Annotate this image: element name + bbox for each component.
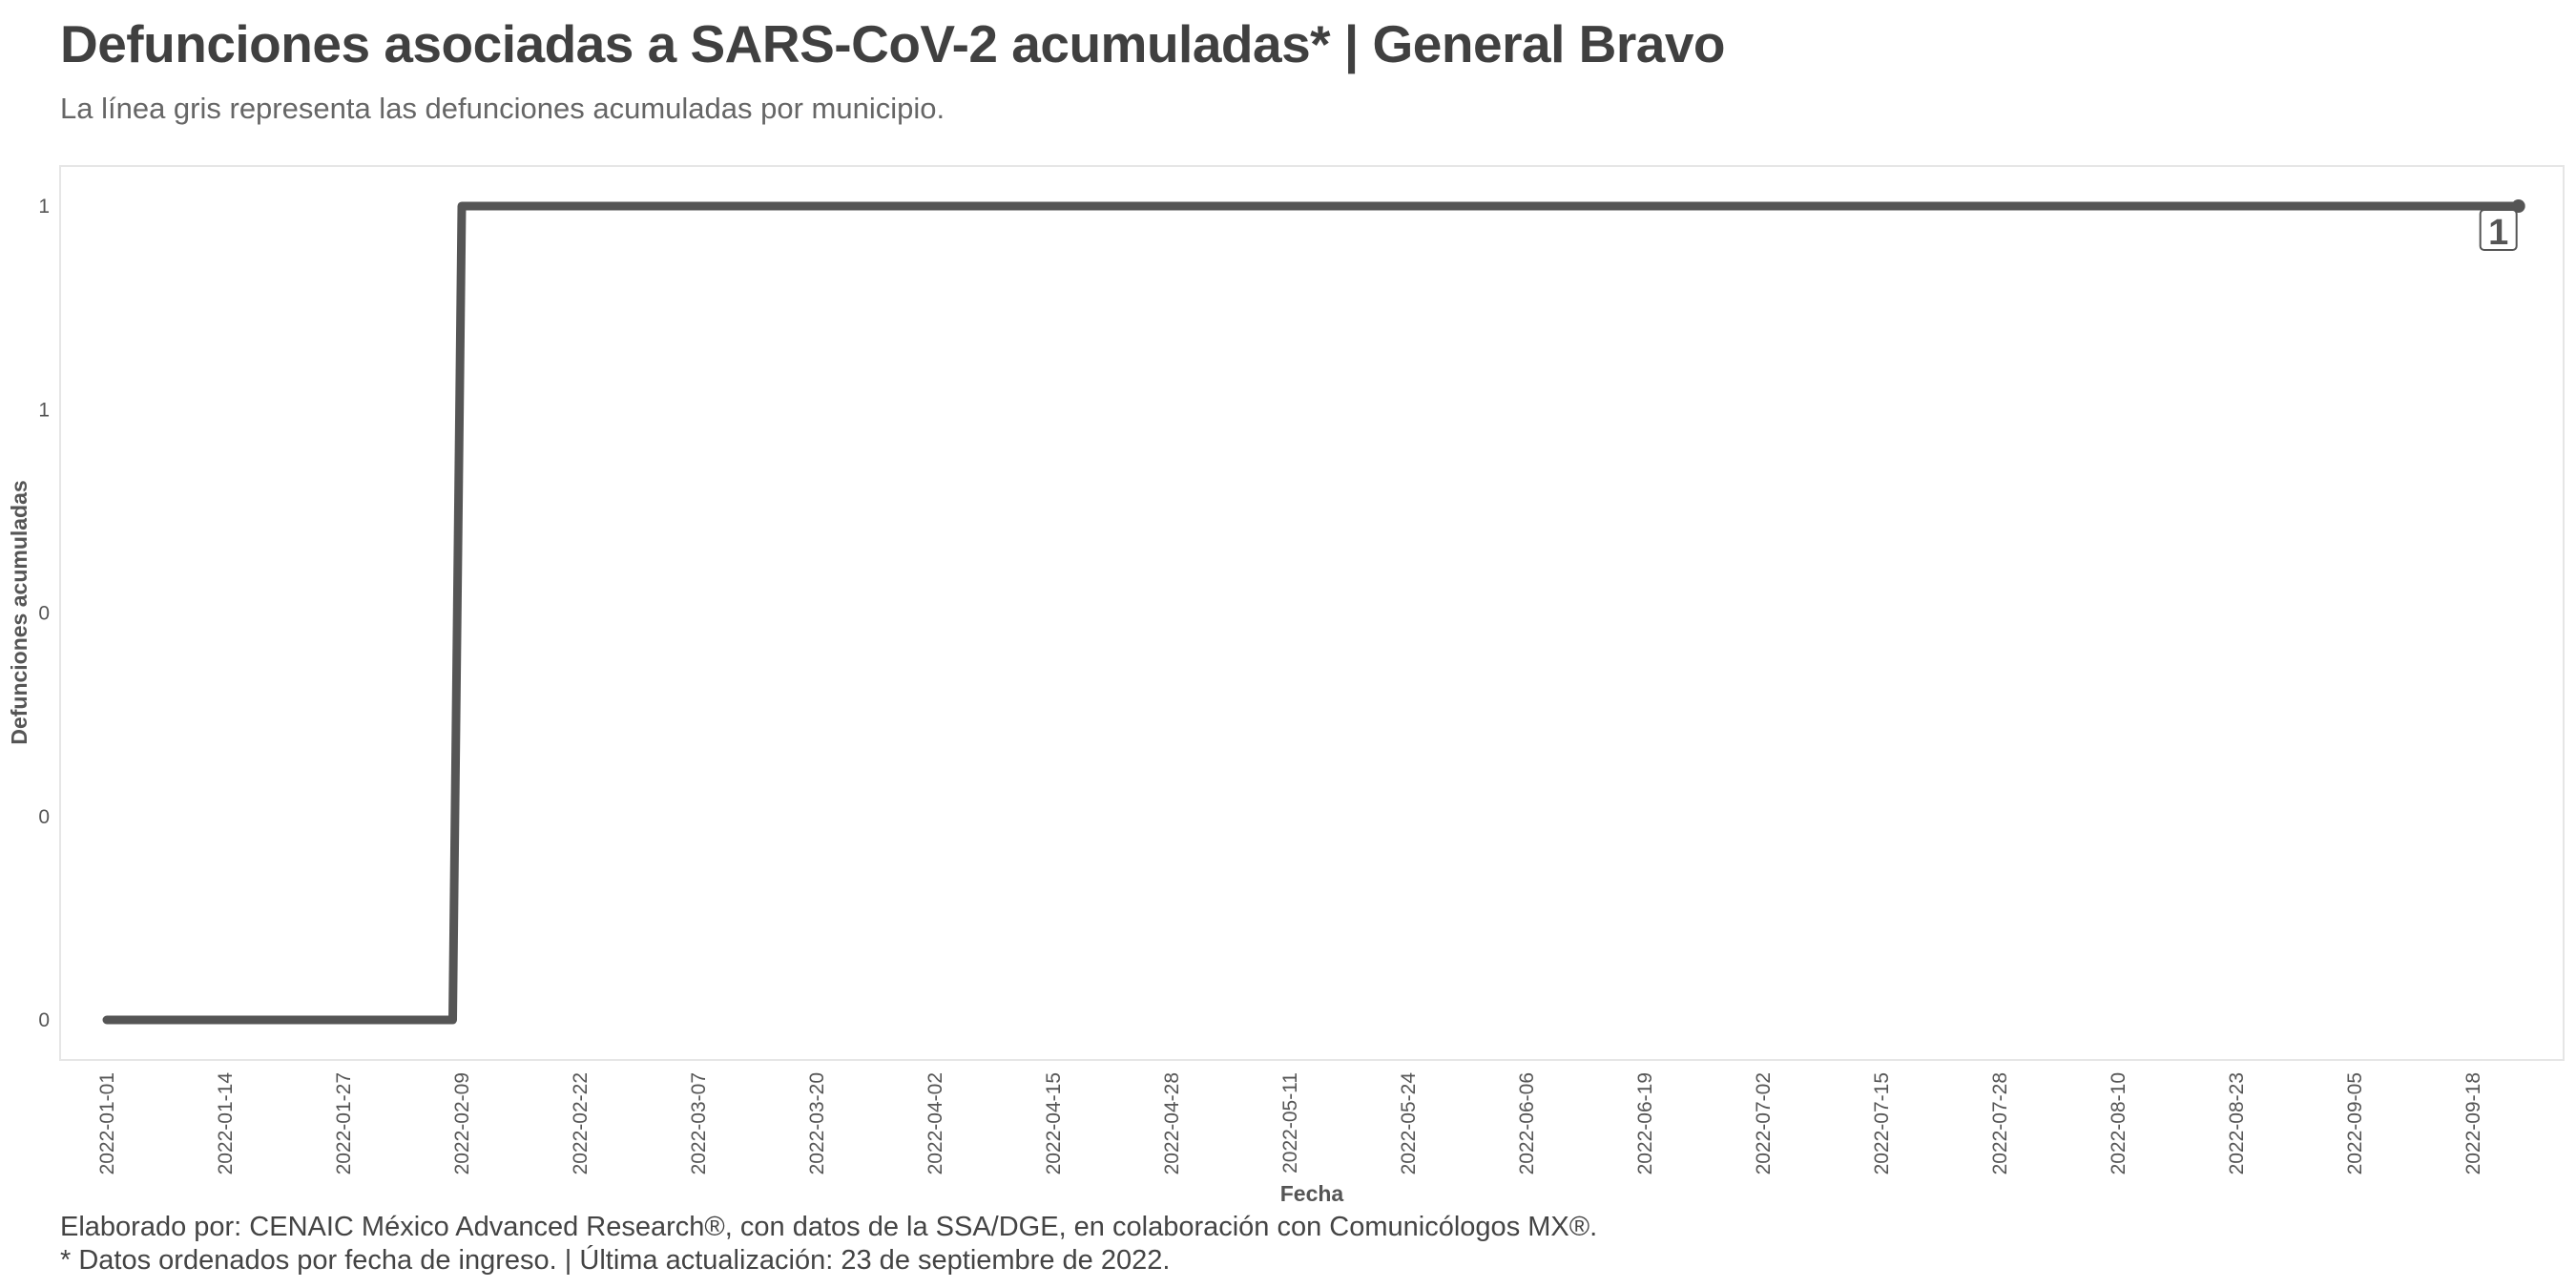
x-tick-label: 2022-04-28 <box>1161 1072 1183 1174</box>
chart-title: Defunciones asociadas a SARS-CoV-2 acumu… <box>60 14 1726 73</box>
series-end-point <box>2511 199 2525 213</box>
end-value-label: 1 <box>2488 213 2508 253</box>
x-tick-label: 2022-07-15 <box>1871 1072 1893 1174</box>
x-tick-label: 2022-09-18 <box>2462 1072 2484 1174</box>
y-tick-label: 0 <box>38 1009 50 1031</box>
y-tick-label: 0 <box>38 603 50 625</box>
x-tick-label: 2022-01-14 <box>215 1072 237 1175</box>
x-tick-label: 2022-04-02 <box>924 1072 946 1174</box>
x-tick-label: 2022-02-09 <box>451 1072 473 1174</box>
x-tick-label: 2022-09-05 <box>2344 1072 2366 1174</box>
x-axis-ticks: 2022-01-01 2022-01-14 2022-01-27 2022-02-09… <box>96 1072 2484 1175</box>
x-tick-label: 2022-05-24 <box>1398 1072 1420 1175</box>
y-tick-label: 1 <box>38 399 50 421</box>
x-axis-title: Fecha <box>1280 1181 1344 1206</box>
x-tick-label: 2022-01-01 <box>96 1072 118 1174</box>
note-caption: * Datos ordenados por fecha de ingreso. … <box>60 1245 1171 1276</box>
end-label-box <box>2479 209 2518 251</box>
plot-panel <box>59 165 2565 1061</box>
x-tick-label: 2022-06-19 <box>1634 1072 1656 1174</box>
chart-subtitle: La línea gris representa las defunciones… <box>60 92 945 125</box>
series-line <box>102 201 2524 1025</box>
x-tick-label: 2022-07-02 <box>1753 1072 1775 1174</box>
x-tick-label: 2022-07-28 <box>1989 1072 2011 1174</box>
x-tick-label: 2022-06-06 <box>1516 1072 1538 1174</box>
x-tick-label: 2022-03-07 <box>688 1072 710 1174</box>
x-tick-label: 2022-01-27 <box>333 1072 355 1174</box>
x-tick-label: 2022-02-22 <box>570 1072 592 1174</box>
x-tick-label: 2022-08-10 <box>2108 1072 2129 1174</box>
x-tick-label: 2022-08-23 <box>2226 1072 2248 1174</box>
credit-caption: Elaborado por: CENAIC México Advanced Re… <box>60 1212 1598 1242</box>
x-tick-label: 2022-03-20 <box>806 1072 828 1174</box>
y-tick-label: 1 <box>38 196 50 218</box>
x-tick-label: 2022-04-15 <box>1043 1072 1065 1174</box>
y-axis-title: Defunciones acumuladas <box>7 480 31 744</box>
y-tick-label: 0 <box>38 806 50 828</box>
y-axis-ticks: 0 0 0 1 1 <box>38 196 50 1031</box>
x-tick-label: 2022-05-11 <box>1279 1072 1301 1174</box>
series-layer: 1 <box>102 199 2525 1025</box>
